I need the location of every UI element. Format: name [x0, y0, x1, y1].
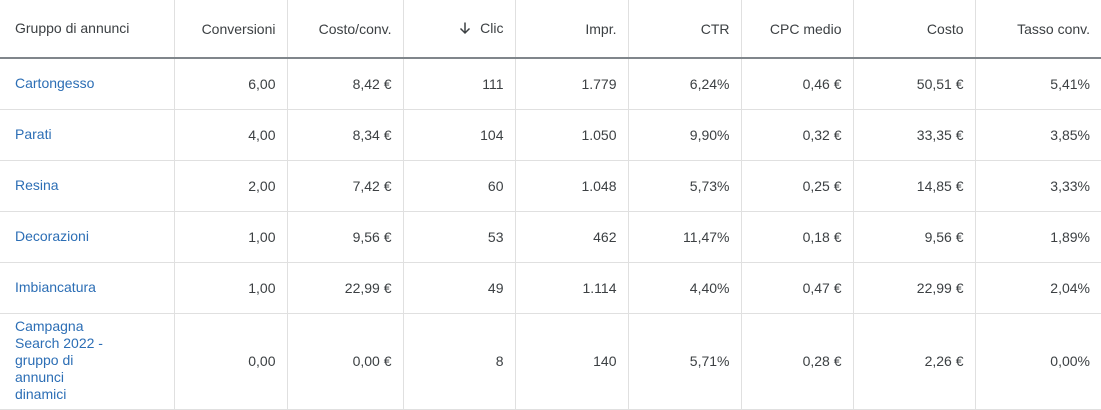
cost-per-conv-cell: 22,99 €: [287, 262, 404, 314]
cost-cell: 50,51 €: [853, 58, 976, 110]
conv-rate-cell: 1,89%: [975, 211, 1101, 263]
avg-cpc-cell: 0,47 €: [741, 262, 854, 314]
table-row: Cartongesso 6,00 8,42 € 111 1.779 6,24% …: [0, 58, 1101, 110]
avg-cpc-cell: 0,25 €: [741, 160, 854, 212]
table-header-row: Gruppo di annunci Conversioni Costo/conv…: [0, 0, 1101, 59]
ad-group-cell: Imbiancatura: [0, 262, 175, 314]
column-header-conv-rate[interactable]: Tasso conv.: [975, 0, 1101, 59]
ctr-cell: 9,90%: [628, 109, 742, 161]
cost-cell: 33,35 €: [853, 109, 976, 161]
impressions-cell: 1.048: [515, 160, 629, 212]
impressions-cell: 1.779: [515, 58, 629, 110]
ctr-cell: 6,24%: [628, 58, 742, 110]
conv-rate-cell: 3,85%: [975, 109, 1101, 161]
avg-cpc-cell: 0,32 €: [741, 109, 854, 161]
ad-group-cell: Decorazioni: [0, 211, 175, 263]
column-header-cost-per-conv[interactable]: Costo/conv.: [287, 0, 404, 59]
ctr-cell: 5,71%: [628, 313, 742, 410]
ad-group-cell: Cartongesso: [0, 58, 175, 110]
ctr-cell: 5,73%: [628, 160, 742, 212]
conversions-cell: 2,00: [174, 160, 288, 212]
ad-group-link[interactable]: Campagna Search 2022 - gruppo di annunci…: [15, 317, 103, 402]
cost-cell: 14,85 €: [853, 160, 976, 212]
ad-group-link[interactable]: Cartongesso: [15, 75, 95, 92]
conv-rate-cell: 2,04%: [975, 262, 1101, 314]
table-row: Parati 4,00 8,34 € 104 1.050 9,90% 0,32 …: [0, 109, 1101, 161]
ad-group-link[interactable]: Decorazioni: [15, 228, 89, 244]
conversions-cell: 0,00: [174, 313, 288, 410]
cost-per-conv-cell: 0,00 €: [287, 313, 404, 410]
ctr-cell: 11,47%: [628, 211, 742, 263]
cost-cell: 2,26 €: [853, 313, 976, 410]
ad-group-link[interactable]: Resina: [15, 177, 59, 193]
column-header-ad-group[interactable]: Gruppo di annunci: [0, 0, 175, 59]
column-header-label: CTR: [700, 20, 730, 37]
clicks-cell: 8: [403, 313, 516, 410]
avg-cpc-cell: 0,46 €: [741, 58, 854, 110]
column-header-label: Tasso conv.: [1017, 20, 1090, 37]
impressions-cell: 140: [515, 313, 629, 410]
column-header-cost[interactable]: Costo: [853, 0, 976, 59]
column-header-label: CPC medio: [769, 20, 842, 37]
clicks-cell: 49: [403, 262, 516, 314]
column-header-avg-cpc[interactable]: CPC medio: [741, 0, 854, 59]
clicks-cell: 60: [403, 160, 516, 212]
avg-cpc-cell: 0,28 €: [741, 313, 854, 410]
cost-per-conv-cell: 8,34 €: [287, 109, 404, 161]
cost-per-conv-cell: 7,42 €: [287, 160, 404, 212]
ad-group-cell: Resina: [0, 160, 175, 212]
impressions-cell: 1.114: [515, 262, 629, 314]
conv-rate-cell: 5,41%: [975, 58, 1101, 110]
conversions-cell: 6,00: [174, 58, 288, 110]
clicks-cell: 104: [403, 109, 516, 161]
ad-group-cell: Parati: [0, 109, 175, 161]
column-header-label: Conversioni: [201, 20, 276, 37]
ctr-cell: 4,40%: [628, 262, 742, 314]
table-row: Campagna Search 2022 - gruppo di annunci…: [0, 313, 1101, 410]
column-header-label: Costo: [926, 20, 964, 37]
conversions-cell: 4,00: [174, 109, 288, 161]
column-header-label: Gruppo di annunci: [15, 20, 130, 36]
clicks-cell: 53: [403, 211, 516, 263]
column-header-conversions[interactable]: Conversioni: [174, 0, 288, 59]
column-header-impressions[interactable]: Impr.: [515, 0, 629, 59]
cost-cell: 22,99 €: [853, 262, 976, 314]
column-header-label: Costo/conv.: [318, 20, 392, 37]
cost-per-conv-cell: 9,56 €: [287, 211, 404, 263]
column-header-label: Impr.: [585, 20, 617, 37]
avg-cpc-cell: 0,18 €: [741, 211, 854, 263]
column-header-ctr[interactable]: CTR: [628, 0, 742, 59]
cost-cell: 9,56 €: [853, 211, 976, 263]
conv-rate-cell: 3,33%: [975, 160, 1101, 212]
column-header-label: Clic: [480, 19, 504, 36]
arrow-down-icon: [458, 21, 472, 35]
table-row: Decorazioni 1,00 9,56 € 53 462 11,47% 0,…: [0, 211, 1101, 263]
ad-group-link[interactable]: Parati: [15, 126, 52, 142]
conv-rate-cell: 0,00%: [975, 313, 1101, 410]
impressions-cell: 1.050: [515, 109, 629, 161]
conversions-cell: 1,00: [174, 262, 288, 314]
impressions-cell: 462: [515, 211, 629, 263]
column-header-clicks[interactable]: Clic: [403, 0, 516, 59]
ad-group-link[interactable]: Imbiancatura: [15, 279, 96, 295]
ad-group-cell: Campagna Search 2022 - gruppo di annunci…: [0, 313, 175, 410]
conversions-cell: 1,00: [174, 211, 288, 263]
clicks-cell: 111: [403, 58, 516, 110]
table-row: Resina 2,00 7,42 € 60 1.048 5,73% 0,25 €…: [0, 160, 1101, 212]
cost-per-conv-cell: 8,42 €: [287, 58, 404, 110]
table-row: Imbiancatura 1,00 22,99 € 49 1.114 4,40%…: [0, 262, 1101, 314]
